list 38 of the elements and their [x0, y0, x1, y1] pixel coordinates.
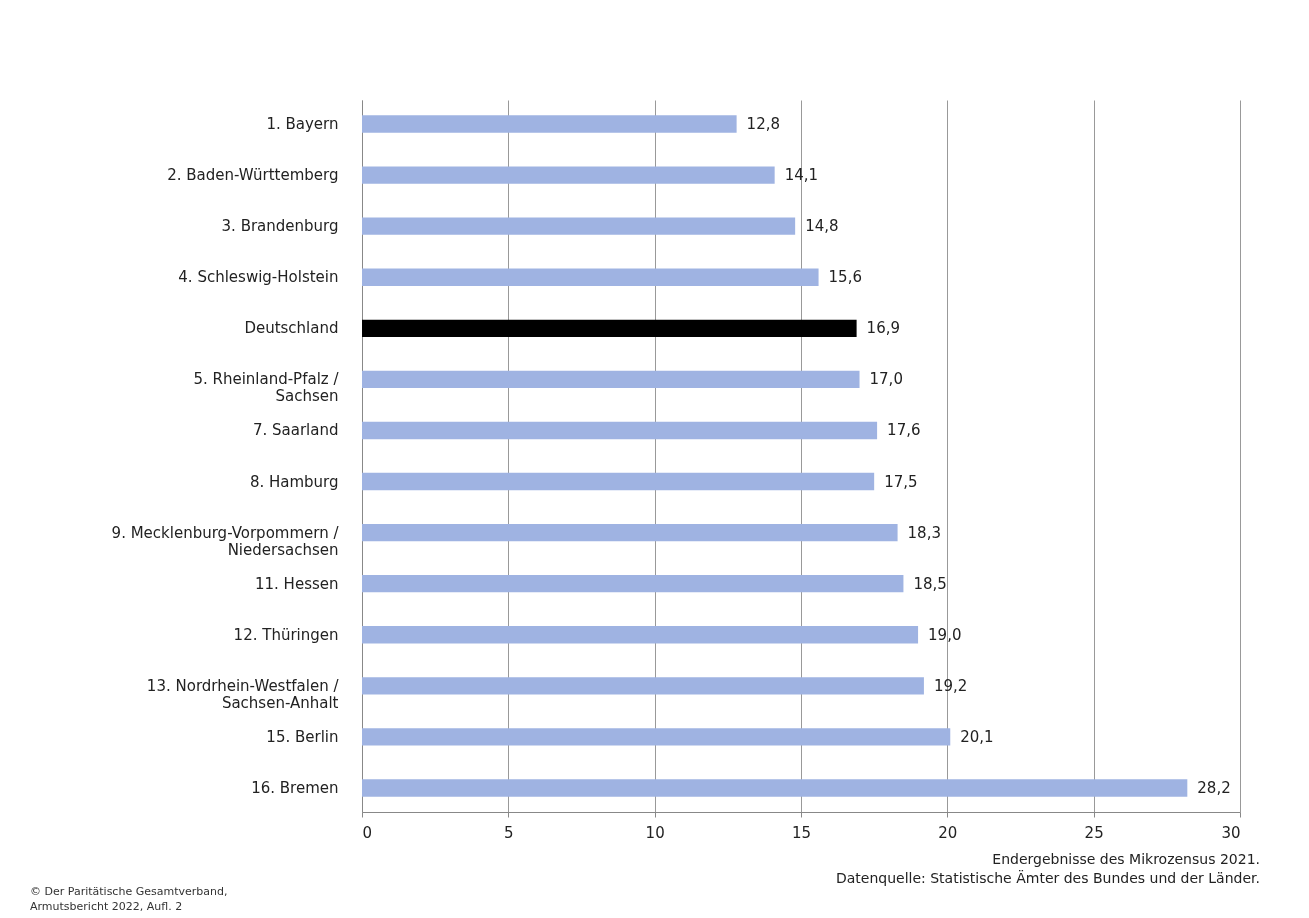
x-tick-label: 10 — [645, 823, 665, 842]
data-label: 17,5 — [884, 472, 918, 491]
x-tick-label: 30 — [1221, 823, 1241, 842]
y-tick-label: 5. Rheinland-Pfalz / Sachsen — [193, 370, 340, 406]
y-tick-label: 11. Hessen — [255, 574, 339, 593]
x-tick-label: 25 — [1084, 823, 1104, 842]
x-tick-label: 15 — [791, 823, 812, 842]
data-label: 18,3 — [907, 523, 941, 542]
text: Datenquelle: Statistische Ämter des Bundes und der Länder. — [834, 869, 1260, 888]
y-tick-label: 13. Nordrhein-Westfalen / Sachsen-Anhalt — [146, 676, 340, 712]
y-tick-label: 16. Bremen — [251, 778, 339, 797]
y-tick-label: 12. Thüringen — [233, 625, 339, 644]
y-tick-label: 15. Berlin — [266, 727, 339, 746]
text: © Der Paritätische Gesamtverband, Armutsbericht 2022, Aufl. 2 — [30, 884, 229, 914]
text: Endergebnisse des Mikrozensus 2021. — [991, 850, 1260, 869]
data-label: 15,6 — [828, 268, 862, 287]
y-tick-label: 2. Baden-Württemberg — [167, 166, 339, 185]
y-tick-label: 3. Brandenburg — [221, 217, 339, 236]
x-tick-label: 20 — [938, 823, 958, 842]
data-label: 17,0 — [869, 370, 903, 389]
y-tick-label: 4. Schleswig-Holstein — [178, 268, 339, 287]
x-tick-label: 0 — [362, 823, 373, 842]
data-label: 18,5 — [913, 574, 947, 593]
y-tick-label: 8. Hamburg — [249, 472, 339, 491]
data-label: 14,8 — [805, 217, 839, 236]
data-label: 19,0 — [928, 625, 962, 644]
y-tick-label: 1. Bayern — [266, 115, 339, 134]
y-tick-label: 9. Mecklenburg-Vorpommern / Niedersachsen — [111, 523, 340, 559]
data-label: 19,2 — [933, 676, 968, 695]
y-tick-label: 7. Saarland — [252, 421, 339, 440]
x-tick-label: 5 — [504, 823, 514, 842]
data-label: 17,6 — [887, 421, 921, 440]
y-tick-label: Deutschland — [244, 319, 339, 338]
data-label: 14,1 — [784, 166, 819, 185]
data-label: 16,9 — [866, 319, 901, 338]
data-label: 12,8 — [746, 115, 781, 134]
data-label: 28,2 — [1197, 778, 1231, 797]
data-label: 20,1 — [960, 727, 994, 746]
